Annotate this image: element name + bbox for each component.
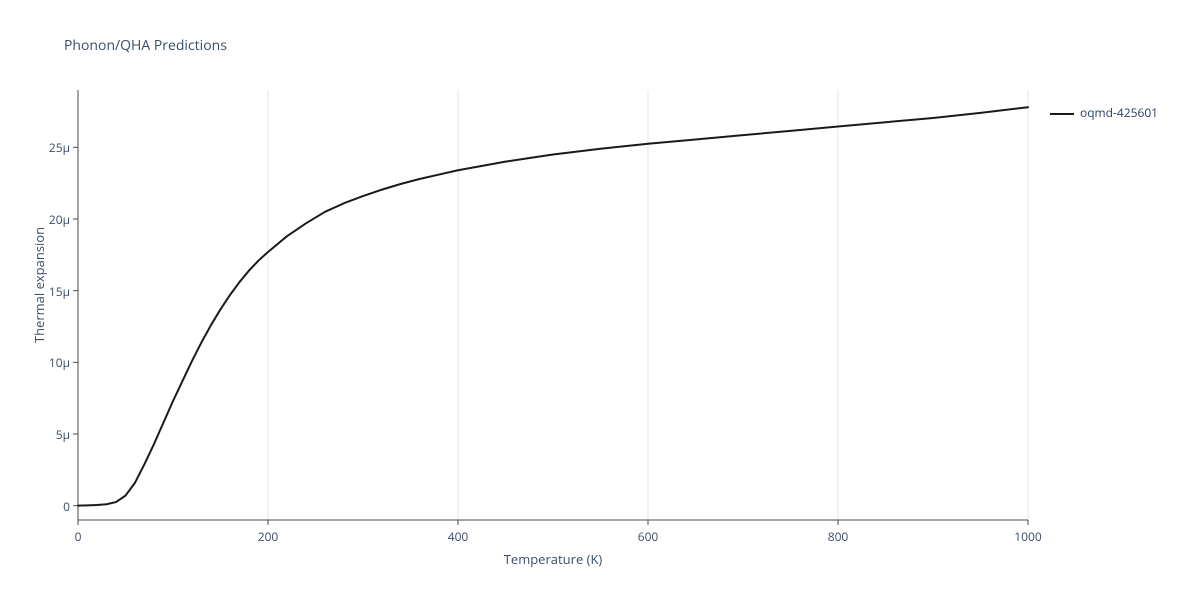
x-tick-label: 1000 xyxy=(1008,528,1048,545)
x-axis-label: Temperature (K) xyxy=(78,550,1028,568)
chart-container: { "chart": { "type": "line", "title": "P… xyxy=(0,0,1200,600)
legend-label: oqmd-425601 xyxy=(1080,104,1158,121)
legend-item[interactable]: oqmd-425601 xyxy=(1050,104,1158,121)
y-axis-label: Thermal expansion xyxy=(30,205,48,365)
y-tick-label: 25μ xyxy=(49,139,70,156)
y-tick-label: 0 xyxy=(63,498,70,515)
y-tick-label: 5μ xyxy=(56,426,70,443)
chart-plot xyxy=(0,0,1200,600)
x-tick-label: 200 xyxy=(248,528,288,545)
legend: oqmd-425601 xyxy=(1050,104,1158,121)
y-tick-label: 20μ xyxy=(49,211,70,228)
y-tick-label: 15μ xyxy=(49,283,70,300)
x-tick-label: 800 xyxy=(818,528,858,545)
x-tick-label: 600 xyxy=(628,528,668,545)
x-tick-label: 400 xyxy=(438,528,478,545)
y-tick-label: 10μ xyxy=(49,354,70,371)
series-line xyxy=(78,107,1028,505)
x-tick-label: 0 xyxy=(58,528,98,545)
